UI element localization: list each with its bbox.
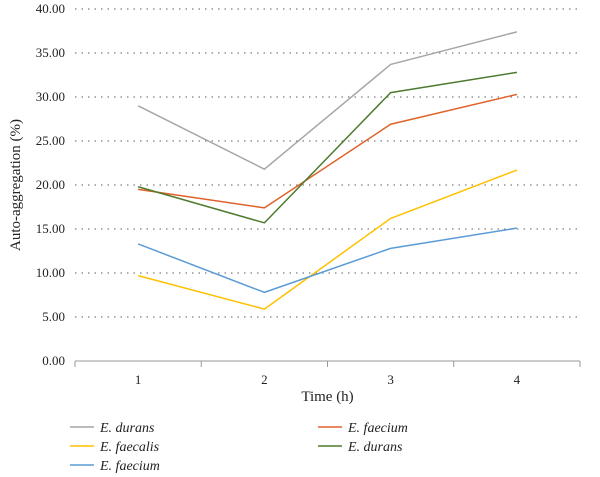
series-line-1 xyxy=(137,31,518,170)
legend-label: E. durans xyxy=(99,421,155,436)
legend-label: E. faecalis xyxy=(99,440,160,455)
x-tick-label: 3 xyxy=(387,372,394,387)
legend-label: E. faecium xyxy=(347,421,408,436)
x-tick-label: 1 xyxy=(135,372,142,387)
x-tick-label: 4 xyxy=(514,372,521,387)
y-tick-label: 5.00 xyxy=(42,309,65,324)
y-axis-title: Auto-aggregation (%) xyxy=(8,119,24,251)
y-tick-label: 35.00 xyxy=(36,45,65,60)
x-tick-label: 2 xyxy=(261,372,268,387)
y-tick-label: 30.00 xyxy=(36,89,65,104)
legend-label: E. durans xyxy=(347,440,403,455)
x-axis-ticks: 1 2 3 4 xyxy=(74,361,581,387)
series-line-3 xyxy=(137,169,518,310)
series-line-2 xyxy=(138,93,518,209)
y-tick-label: 25.00 xyxy=(36,133,65,148)
y-tick-label: 20.00 xyxy=(36,177,65,192)
x-axis-title: Time (h) xyxy=(301,389,353,405)
legend: E. durans E. faecium E. faecalis E. durans E… xyxy=(70,421,408,474)
y-tick-label: 15.00 xyxy=(36,221,65,236)
series-line-5 xyxy=(137,227,517,294)
y-tick-label: 40.00 xyxy=(36,1,65,16)
series-line-4 xyxy=(137,71,517,224)
series-lines xyxy=(137,31,518,310)
y-axis-ticks: 0.00 5.00 10.00 15.00 20.00 25.00 30.00 35.00 40… xyxy=(36,1,65,368)
y-tick-label: 10.00 xyxy=(36,265,65,280)
legend-label: E. faecium xyxy=(99,459,160,474)
y-tick-label: 0.00 xyxy=(42,353,65,368)
